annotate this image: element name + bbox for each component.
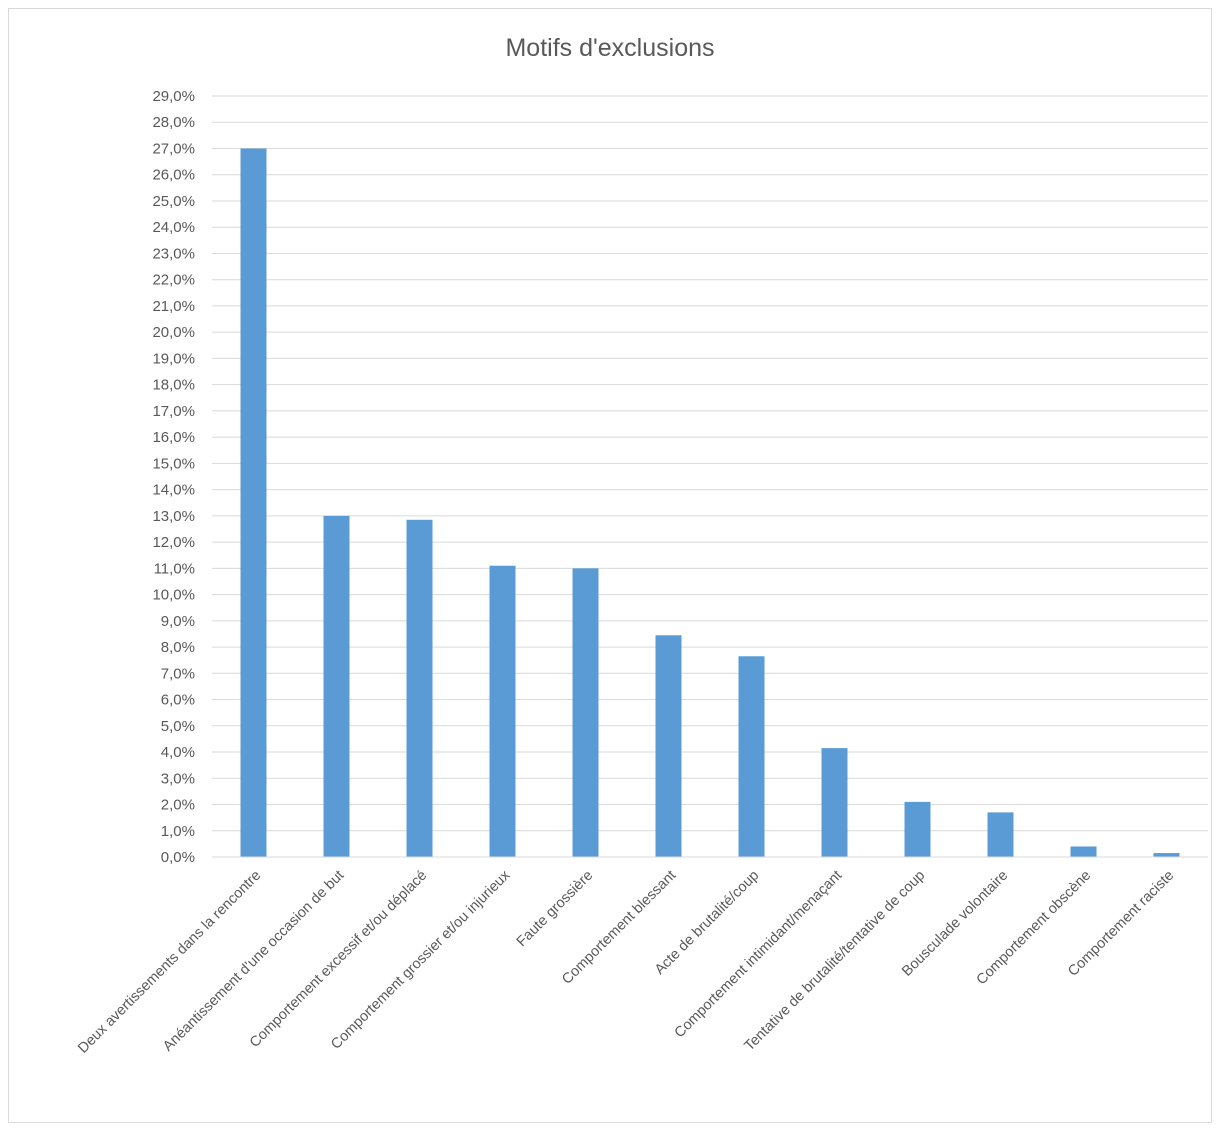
chart-frame — [8, 8, 1212, 1123]
bar — [904, 801, 931, 857]
x-category-label: Comportement intimidant/menaçant — [672, 868, 846, 1042]
bar — [572, 568, 599, 857]
y-tick-label: 6,0% — [161, 692, 195, 709]
y-tick-label: 1,0% — [161, 823, 195, 840]
y-tick-label: 2,0% — [161, 797, 195, 814]
y-tick-label: 14,0% — [152, 482, 195, 499]
y-tick-label: 27,0% — [152, 140, 195, 157]
chart-title: Motifs d'exclusions — [505, 34, 715, 62]
y-tick-label: 10,0% — [152, 587, 195, 604]
bar — [240, 148, 267, 857]
y-tick-label: 9,0% — [161, 613, 195, 630]
bar — [821, 748, 848, 857]
bar — [489, 565, 516, 857]
y-tick-label: 12,0% — [152, 534, 195, 551]
x-category-label: Faute grossière — [514, 868, 597, 951]
x-category-label: Tentative de brutalité/tentative de coup — [741, 868, 928, 1055]
x-category-label: Comportement excessif et/ou déplacé — [247, 868, 430, 1051]
bar — [987, 812, 1014, 857]
y-tick-label: 3,0% — [161, 770, 195, 787]
y-tick-label: 8,0% — [161, 639, 195, 656]
y-tick-label: 22,0% — [152, 272, 195, 289]
y-tick-label: 28,0% — [152, 114, 195, 131]
y-tick-label: 0,0% — [161, 849, 195, 866]
bar — [1070, 846, 1097, 857]
y-tick-label: 24,0% — [152, 219, 195, 236]
y-tick-label: 16,0% — [152, 429, 195, 446]
y-tick-label: 4,0% — [161, 744, 195, 761]
y-tick-label: 26,0% — [152, 167, 195, 184]
x-category-label: Anéantissement d'une occasion de but — [160, 868, 347, 1055]
y-tick-label: 21,0% — [152, 298, 195, 315]
y-tick-label: 5,0% — [161, 718, 195, 735]
x-category-label: Comportement grossier et/ou injurieux — [328, 867, 514, 1053]
y-tick-label: 18,0% — [152, 377, 195, 394]
y-tick-label: 29,0% — [152, 88, 195, 105]
bar — [1153, 853, 1180, 857]
bar — [323, 515, 350, 857]
y-tick-label: 25,0% — [152, 193, 195, 210]
y-tick-label: 20,0% — [152, 324, 195, 341]
y-tick-label: 11,0% — [154, 560, 195, 577]
y-tick-label: 13,0% — [152, 508, 195, 525]
y-tick-label: 23,0% — [152, 245, 195, 262]
x-category-label: Deux avertissements dans la rencontre — [75, 868, 264, 1057]
bar — [738, 656, 765, 857]
bar — [406, 519, 433, 857]
y-tick-label: 15,0% — [152, 455, 195, 472]
y-tick-label: 17,0% — [152, 403, 195, 420]
bar — [655, 635, 682, 857]
y-tick-label: 19,0% — [152, 350, 195, 367]
y-tick-label: 7,0% — [161, 665, 195, 682]
